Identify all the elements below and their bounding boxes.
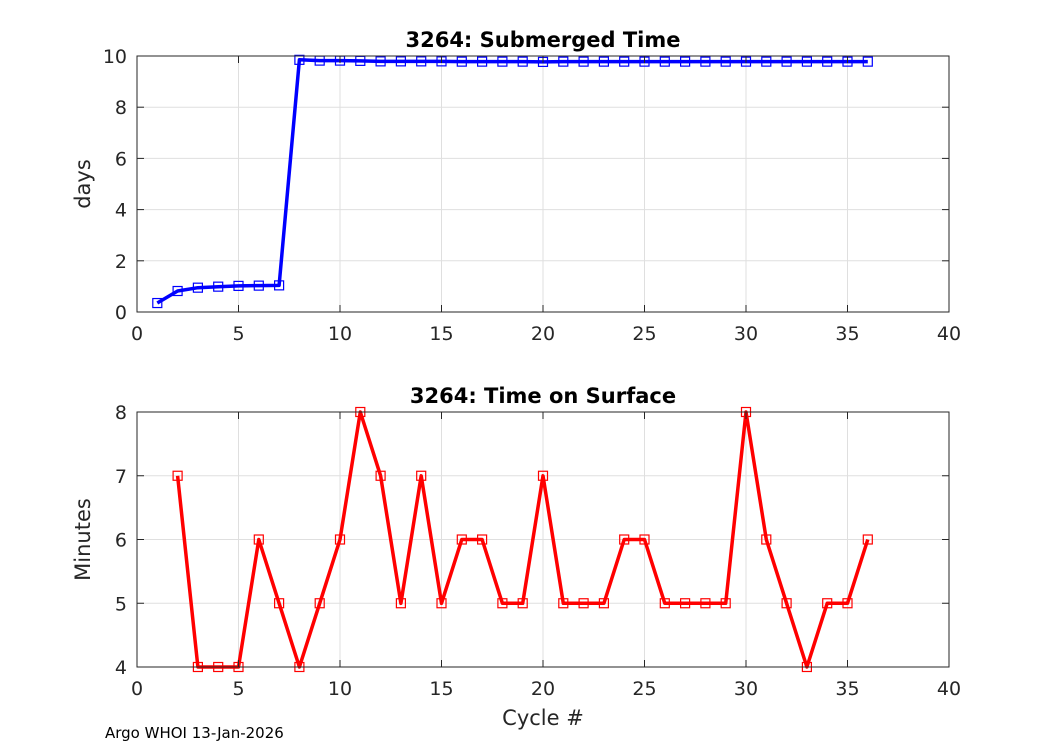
y-tick-label: 8 bbox=[115, 97, 127, 119]
data-point bbox=[517, 56, 528, 67]
x-tick-label: 5 bbox=[232, 323, 244, 345]
footer-text: Argo WHOI 13-Jan-2026 bbox=[105, 724, 284, 742]
data-point bbox=[862, 56, 873, 67]
data-point bbox=[822, 598, 833, 609]
data-point bbox=[619, 534, 630, 545]
data-point bbox=[477, 56, 488, 67]
x-tick-label: 40 bbox=[937, 678, 961, 700]
y-tick-label: 0 bbox=[115, 302, 127, 324]
data-point bbox=[172, 470, 183, 481]
y-tick-label: 10 bbox=[103, 46, 127, 68]
y-tick-label: 2 bbox=[115, 251, 127, 273]
data-point bbox=[253, 534, 264, 545]
x-tick-label: 15 bbox=[429, 678, 453, 700]
data-point bbox=[192, 282, 203, 293]
data-point bbox=[720, 56, 731, 67]
y-axis-label: days bbox=[71, 159, 95, 209]
data-point bbox=[314, 598, 325, 609]
data-point bbox=[456, 56, 467, 67]
chart-title: 3264: Submerged Time bbox=[405, 28, 680, 52]
data-point bbox=[842, 598, 853, 609]
y-axis-label: Minutes bbox=[71, 498, 95, 581]
data-point bbox=[761, 56, 772, 67]
data-point bbox=[395, 56, 406, 67]
data-point bbox=[253, 280, 264, 291]
data-point bbox=[172, 285, 183, 297]
x-tick-label: 25 bbox=[632, 323, 656, 345]
data-point bbox=[395, 598, 406, 609]
data-point bbox=[659, 56, 670, 67]
x-tick-label: 0 bbox=[131, 323, 143, 345]
y-tick-label: 5 bbox=[115, 593, 127, 615]
x-tick-label: 10 bbox=[328, 323, 352, 345]
data-point bbox=[416, 56, 427, 67]
data-point bbox=[679, 598, 691, 609]
data-point bbox=[822, 56, 833, 67]
x-tick-label: 40 bbox=[937, 323, 961, 345]
data-point bbox=[456, 534, 467, 545]
data-point bbox=[781, 598, 792, 609]
data-point bbox=[558, 598, 569, 609]
data-point bbox=[274, 598, 285, 609]
x-tick-label: 25 bbox=[632, 678, 656, 700]
x-tick-label: 30 bbox=[734, 323, 758, 345]
x-tick-label: 0 bbox=[131, 678, 143, 700]
y-tick-label: 6 bbox=[115, 148, 127, 170]
x-tick-label: 5 bbox=[232, 678, 244, 700]
chart-title: 3264: Time on Surface bbox=[410, 384, 676, 408]
data-point bbox=[416, 470, 427, 481]
data-point bbox=[862, 534, 873, 545]
x-tick-label: 15 bbox=[429, 323, 453, 345]
data-point bbox=[375, 56, 386, 67]
x-axis-label: Cycle # bbox=[502, 706, 584, 730]
data-point bbox=[801, 56, 813, 67]
data-point bbox=[720, 598, 731, 609]
data-point bbox=[558, 56, 569, 67]
y-tick-label: 6 bbox=[115, 530, 127, 552]
series-line bbox=[175, 410, 870, 669]
data-point bbox=[152, 297, 163, 309]
data-point bbox=[213, 281, 224, 292]
x-tick-label: 10 bbox=[328, 678, 352, 700]
data-point bbox=[517, 598, 528, 609]
data-point bbox=[274, 280, 285, 291]
series-line bbox=[156, 58, 868, 305]
x-tick-label: 35 bbox=[835, 323, 859, 345]
data-point bbox=[598, 56, 610, 67]
data-point bbox=[294, 54, 305, 65]
data-point bbox=[619, 56, 630, 67]
data-point bbox=[375, 470, 386, 481]
y-tick-label: 4 bbox=[115, 657, 127, 679]
data-point bbox=[781, 56, 792, 67]
data-point bbox=[334, 534, 346, 545]
y-tick-label: 7 bbox=[115, 466, 127, 488]
data-point bbox=[700, 56, 711, 67]
data-point bbox=[233, 280, 244, 291]
data-point bbox=[537, 470, 549, 481]
data-point bbox=[598, 598, 610, 609]
data-point bbox=[578, 598, 589, 609]
data-point bbox=[639, 534, 650, 545]
x-tick-label: 20 bbox=[531, 678, 555, 700]
x-tick-label: 30 bbox=[734, 678, 758, 700]
chart-panel-1: 0 5 10 15 20 25 30 35 40 0 2 4 6 8 10 3264: Submerged T… bbox=[71, 28, 961, 345]
data-point bbox=[497, 56, 508, 67]
data-point bbox=[497, 598, 508, 609]
data-point bbox=[578, 56, 589, 67]
data-point bbox=[761, 534, 772, 545]
x-tick-label: 20 bbox=[531, 323, 555, 345]
data-point bbox=[700, 598, 711, 609]
data-point bbox=[679, 56, 691, 67]
y-tick-label: 4 bbox=[115, 200, 127, 222]
y-tick-label: 8 bbox=[115, 402, 127, 424]
x-tick-label: 35 bbox=[835, 678, 859, 700]
data-point bbox=[659, 598, 670, 609]
data-point bbox=[477, 534, 488, 545]
data-point bbox=[436, 598, 447, 609]
